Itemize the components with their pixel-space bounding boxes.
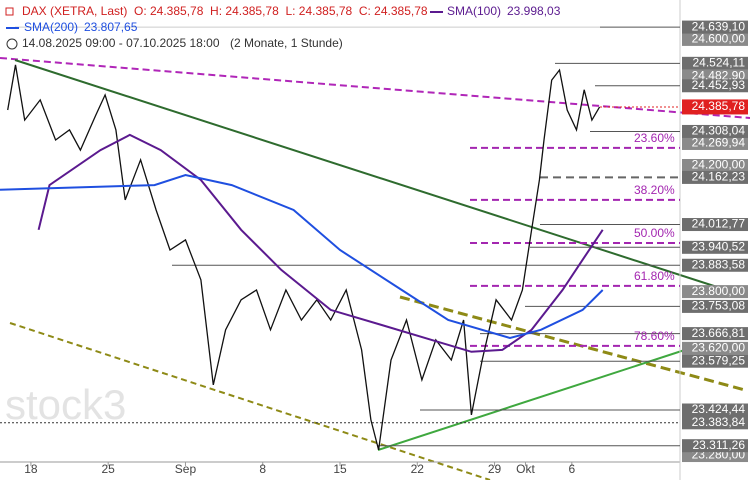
fib-label: 78.60% [634, 329, 675, 343]
y-tick-label: 23.620,00 [692, 341, 746, 355]
x-tick-label: 18 [24, 462, 38, 476]
y-tick-label: 23.940,52 [692, 239, 746, 253]
y-tick-label: 23.666,81 [692, 326, 746, 340]
axis-label-bg [682, 218, 748, 232]
axis-label-bg [682, 403, 748, 417]
y-tick-label: 23.883,58 [692, 257, 746, 271]
y-tick-label: 23.753,08 [692, 299, 746, 313]
y-tick-label: 24.162,23 [692, 170, 746, 184]
legend: DAX (XETRA, Last) O: 24.385,78 H: 24.385… [0, 0, 600, 54]
symbol: DAX (XETRA, Last) [22, 4, 127, 18]
y-tick-label: 23.800,00 [692, 284, 746, 298]
trend-line [0, 57, 750, 119]
y-tick-label: 23.383,84 [692, 415, 746, 429]
last-price-bg [682, 99, 748, 115]
x-tick-label: 6 [568, 462, 575, 476]
y-tick-label: 23.579,25 [692, 353, 746, 367]
legend-label: SMA(200) [24, 20, 78, 34]
sma-line [37, 133, 604, 353]
axis-label-bg [682, 285, 748, 299]
y-tick-label: 24.639,10 [692, 19, 746, 33]
axis-label-bg [682, 258, 748, 272]
axis-label-bg [682, 354, 748, 368]
sma-line [0, 173, 604, 340]
fib-label: 38.20% [634, 183, 675, 197]
y-tick-label: 24.200,00 [692, 158, 746, 172]
clock-icon [6, 38, 18, 50]
axis-label-bg [682, 341, 748, 355]
x-tick-label: 8 [259, 462, 266, 476]
axis-label-bg [682, 240, 748, 254]
x-tick-label: 25 [102, 462, 116, 476]
axis-label-bg [682, 299, 748, 313]
x-tick-label: Sep [175, 462, 197, 476]
y-tick-label: 24.308,04 [692, 124, 746, 138]
y-tick-label: 24.012,77 [692, 217, 746, 231]
axis-label-bg [682, 124, 748, 138]
axis-label-bg [682, 439, 748, 453]
y-tick-label: 23.311,26 [693, 438, 746, 452]
fib-label: 23.60% [634, 131, 675, 145]
x-tick-label: 15 [333, 462, 347, 476]
y-tick-label: 24.269,94 [692, 136, 746, 150]
ohlc: O: 24.385,78 H: 24.385,78 L: 24.385,78 C… [134, 4, 428, 18]
span: (2 Monate, 1 Stunde) [230, 36, 343, 50]
drawings [0, 57, 750, 480]
price-line [7, 64, 601, 451]
y-tick-label: 24.482,90 [692, 68, 746, 82]
axis-label-bg [682, 136, 748, 150]
x-tick-label: 22 [411, 462, 425, 476]
axis-label-bg [682, 56, 748, 70]
last-price-label: 24.385,78 [692, 99, 746, 113]
icon [5, 7, 14, 16]
axis-label-bg [682, 327, 748, 341]
y-tick-label: 24.600,00 [692, 32, 746, 46]
axis-label-bg [682, 20, 748, 34]
y-tick-label: 23.424,44 [692, 402, 746, 416]
axis-label-bg [682, 416, 748, 430]
legend-bg [0, 0, 600, 54]
trend-line [14, 59, 746, 297]
y-tick-label: 24.524,11 [693, 56, 746, 70]
axis-label-bg [682, 79, 748, 93]
axis-label-bg [682, 159, 748, 173]
axis-label-bg [682, 32, 748, 46]
fib-label: 50.00% [634, 226, 675, 240]
y-tick-label: 24.452,93 [692, 78, 746, 92]
x-tick-label: 29 [488, 462, 502, 476]
watermark: stock3 [5, 381, 126, 428]
legend-value: 23.998,03 [507, 4, 561, 18]
x-tick-label: Okt [516, 462, 535, 476]
axis-label-bg [682, 170, 748, 184]
date-range: 14.08.2025 09:00 - 07.10.2025 18:00 [22, 36, 220, 50]
axis-label-bg [682, 449, 748, 463]
trend-line [9, 322, 491, 480]
legend-value: 23.807,65 [84, 20, 138, 34]
trend-line [377, 344, 701, 451]
legend-label: SMA(100) [447, 4, 501, 18]
fib-label: 61.80% [634, 269, 675, 283]
